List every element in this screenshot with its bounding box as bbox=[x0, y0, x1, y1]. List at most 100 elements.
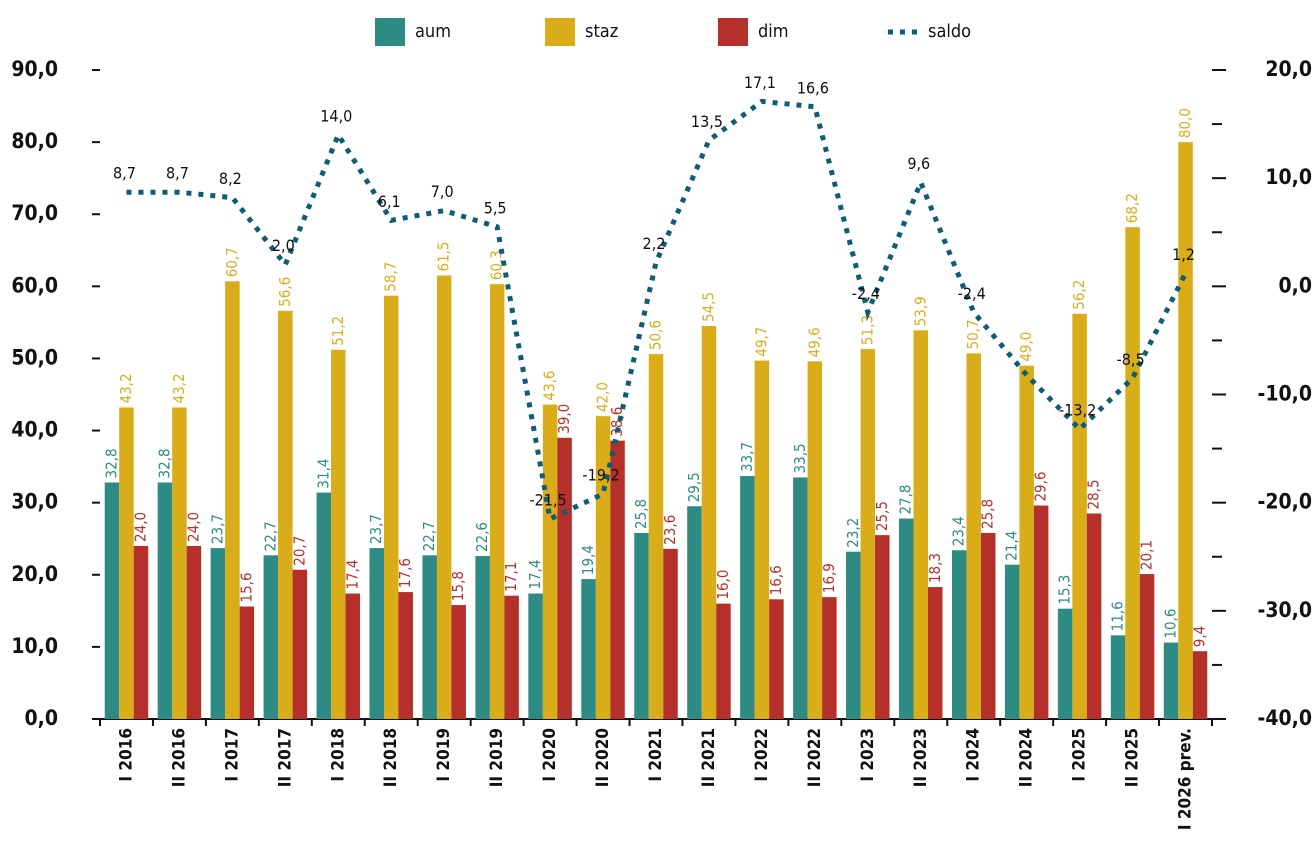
y-tick-label: 0,0 bbox=[25, 706, 58, 730]
bar bbox=[966, 353, 981, 719]
bar-value-label: 15,3 bbox=[1056, 575, 1074, 605]
bar bbox=[172, 407, 187, 719]
bar bbox=[648, 354, 664, 719]
bar-value-label: 51,3 bbox=[858, 315, 876, 345]
bar-value-label: 51,2 bbox=[329, 316, 347, 346]
x-tick-label: II 2025 bbox=[1123, 728, 1143, 787]
x-tick-label: I 2023 bbox=[858, 728, 878, 782]
x-tick-label: I 2018 bbox=[328, 728, 348, 782]
x-tick-label: II 2023 bbox=[911, 728, 931, 787]
bar-value-label: 17,6 bbox=[396, 558, 414, 588]
bar bbox=[687, 506, 702, 719]
bar bbox=[422, 555, 437, 719]
x-tick-label: II 2018 bbox=[381, 728, 401, 787]
x-tick-label: II 2020 bbox=[593, 728, 613, 787]
bar bbox=[581, 579, 596, 719]
bar bbox=[369, 548, 384, 719]
bar-value-label: 20,7 bbox=[290, 536, 308, 566]
bar bbox=[398, 592, 413, 719]
y2-tick-label: -40,0 bbox=[1258, 706, 1312, 730]
y-tick-label: 30,0 bbox=[11, 490, 58, 514]
y-tick-label: 10,0 bbox=[11, 634, 58, 658]
bar bbox=[1178, 142, 1193, 720]
bar-value-label: 11,6 bbox=[1109, 601, 1127, 631]
line-value-label: 8,2 bbox=[219, 169, 242, 188]
bar bbox=[1086, 513, 1102, 719]
legend-swatch bbox=[545, 18, 575, 46]
bar bbox=[899, 518, 914, 719]
bar bbox=[701, 325, 717, 719]
y-tick-label: 50,0 bbox=[11, 345, 58, 369]
bar bbox=[528, 593, 543, 719]
bar bbox=[807, 361, 823, 719]
bar bbox=[316, 492, 332, 719]
bar bbox=[475, 556, 490, 719]
bar bbox=[489, 284, 505, 719]
bar bbox=[119, 407, 134, 719]
saldo-line bbox=[126, 98, 1188, 523]
y-tick-label: 40,0 bbox=[11, 418, 58, 442]
bar-value-label: 22,7 bbox=[261, 521, 279, 551]
line-value-label: 7,0 bbox=[431, 182, 454, 201]
bar-value-label: 19,4 bbox=[579, 545, 597, 575]
bar-value-label: 39,0 bbox=[555, 404, 573, 434]
line-value-label: 6,1 bbox=[378, 192, 401, 211]
bar bbox=[451, 605, 466, 719]
bar-value-label: 29,5 bbox=[685, 472, 703, 502]
line-value-label: -19,2 bbox=[582, 466, 619, 485]
bar-value-label: 50,6 bbox=[647, 320, 665, 350]
bar-value-label: 49,6 bbox=[805, 327, 823, 357]
bar-value-label: 56,6 bbox=[276, 277, 294, 307]
y2-tick-label: -20,0 bbox=[1258, 490, 1312, 514]
bar-value-label: 29,6 bbox=[1032, 472, 1050, 502]
bar bbox=[331, 349, 346, 719]
line-value-label: -2,4 bbox=[852, 284, 880, 303]
bar bbox=[278, 310, 293, 719]
x-tick-label: II 2022 bbox=[805, 728, 825, 787]
bar-value-label: 16,0 bbox=[714, 570, 732, 600]
bar bbox=[345, 593, 361, 719]
line-value-label: 2,2 bbox=[643, 234, 666, 253]
bar-value-label: 17,4 bbox=[526, 559, 544, 589]
bar-value-label: 24,0 bbox=[131, 512, 149, 542]
y-tick-label: 20,0 bbox=[11, 562, 58, 586]
bar-value-label: 17,4 bbox=[343, 559, 361, 589]
x-tick-label: I 2025 bbox=[1070, 728, 1090, 782]
x-tick-label: I 2017 bbox=[222, 728, 242, 782]
bar bbox=[846, 551, 861, 719]
line-value-label: -8,5 bbox=[1117, 350, 1145, 369]
bar-value-label: 54,5 bbox=[699, 292, 717, 322]
bar bbox=[913, 330, 929, 719]
legend-swatch bbox=[375, 18, 405, 46]
bar bbox=[769, 599, 784, 719]
bar bbox=[1139, 574, 1155, 719]
bar-value-label: 23,6 bbox=[661, 515, 679, 545]
y-tick-label: 70,0 bbox=[11, 201, 58, 225]
line-value-label: -13,2 bbox=[1059, 401, 1096, 420]
bar-value-label: 25,8 bbox=[979, 499, 997, 529]
x-tick-label: I 2024 bbox=[964, 728, 984, 782]
bar-value-label: 20,1 bbox=[1138, 540, 1156, 570]
x-tick-label: II 2019 bbox=[487, 728, 507, 787]
bar bbox=[740, 475, 755, 719]
bar bbox=[186, 545, 202, 719]
line-value-label: 16,6 bbox=[797, 78, 829, 97]
bar-value-label: 33,5 bbox=[791, 443, 809, 473]
x-tick-label: II 2017 bbox=[275, 728, 295, 787]
bar-value-label: 58,7 bbox=[382, 262, 400, 292]
bar bbox=[595, 416, 611, 719]
line-value-label: 8,7 bbox=[166, 164, 189, 183]
bar-value-label: 49,7 bbox=[752, 327, 770, 357]
bar bbox=[610, 440, 625, 719]
bar-value-label: 23,7 bbox=[367, 514, 385, 544]
bar bbox=[716, 603, 731, 719]
bar-value-label: 16,9 bbox=[820, 563, 838, 593]
bar bbox=[822, 597, 837, 719]
bar-value-label: 27,8 bbox=[897, 484, 915, 514]
bar bbox=[875, 535, 890, 719]
bar bbox=[157, 482, 173, 719]
bar bbox=[225, 281, 240, 719]
bar bbox=[1019, 365, 1034, 719]
line-value-label: 14,0 bbox=[320, 106, 352, 125]
